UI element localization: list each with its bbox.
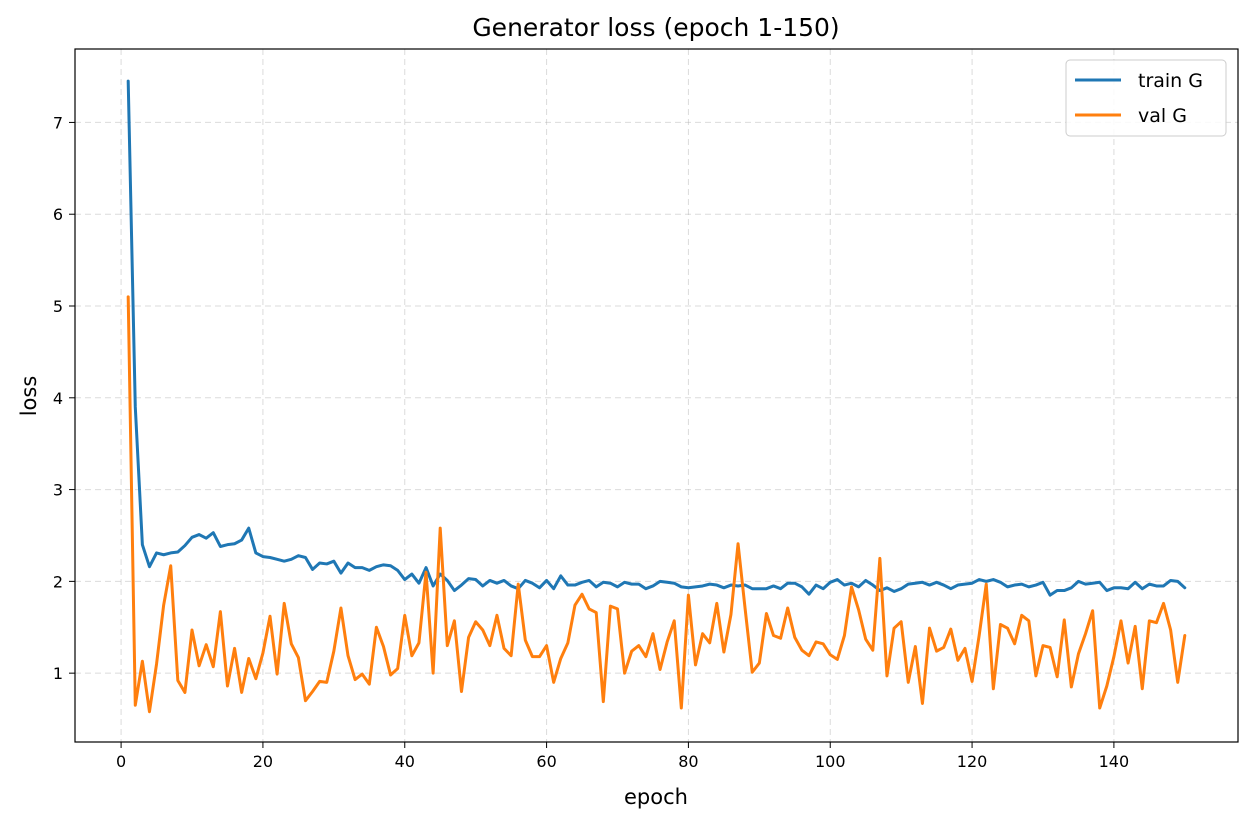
x-tick-label: 120 <box>957 752 988 771</box>
legend-label-train: train G <box>1138 70 1203 92</box>
y-axis-title: loss <box>17 376 41 417</box>
tick-layer: 0 20 40 60 80 100 120 140 1 2 3 4 5 6 7 <box>53 113 1129 771</box>
series-line-val-g <box>126 295 1187 714</box>
grid-layer <box>75 49 1238 742</box>
x-tick-label: 60 <box>536 752 556 771</box>
x-tick-label: 20 <box>253 752 273 771</box>
y-tick-label: 2 <box>53 572 63 591</box>
chart-title: Generator loss (epoch 1-150) <box>472 13 839 42</box>
y-tick-label: 1 <box>53 664 63 683</box>
y-tick-label: 5 <box>53 297 63 316</box>
x-tick-label: 0 <box>116 752 126 771</box>
series-line-train-g <box>126 79 1187 597</box>
x-tick-label: 40 <box>395 752 415 771</box>
x-axis-title: epoch <box>624 785 688 809</box>
x-tick-label: 80 <box>678 752 698 771</box>
legend-label-val: val G <box>1138 105 1187 127</box>
y-tick-label: 3 <box>53 481 63 500</box>
plot-frame <box>74 48 1239 743</box>
x-tick-label: 100 <box>815 752 846 771</box>
x-tick-label: 140 <box>1099 752 1130 771</box>
legend: train G val G <box>1065 59 1227 137</box>
y-tick-label: 7 <box>53 113 63 132</box>
y-tick-label: 4 <box>53 389 63 408</box>
series-layer <box>126 79 1187 714</box>
y-tick-label: 6 <box>53 205 63 224</box>
